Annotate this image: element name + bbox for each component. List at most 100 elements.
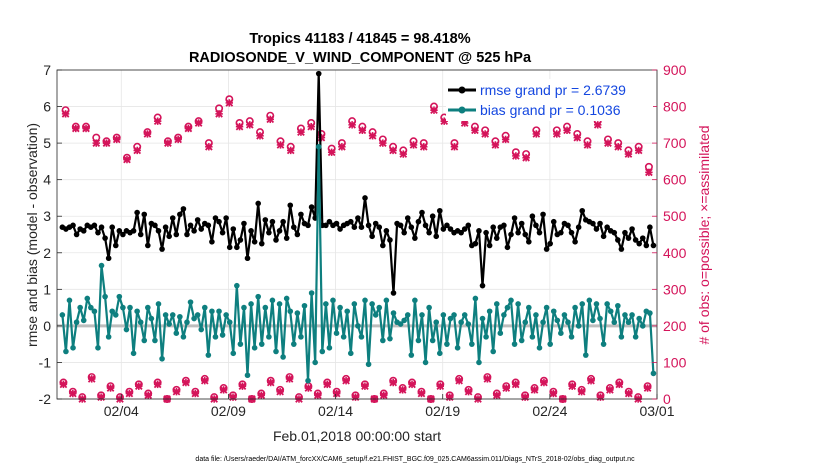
obs-assimilated-marker bbox=[643, 384, 652, 392]
bias-point bbox=[116, 293, 123, 300]
rmse-point bbox=[355, 215, 361, 221]
obs-assimilated-marker bbox=[502, 384, 511, 392]
obs-assimilated-marker bbox=[492, 391, 501, 400]
bias-point bbox=[590, 317, 596, 324]
obs-assimilated-marker bbox=[368, 131, 377, 140]
bias-point bbox=[493, 301, 500, 307]
bias-point bbox=[280, 354, 286, 360]
bias-point bbox=[362, 297, 368, 304]
obs-assimilated-marker bbox=[112, 135, 121, 144]
rmse-point bbox=[639, 235, 646, 241]
rmse-point bbox=[337, 226, 343, 232]
obs-assimilated-marker bbox=[587, 376, 595, 385]
obs-assimilated-marker bbox=[276, 387, 284, 396]
obs-assimilated-marker bbox=[573, 133, 582, 142]
rmse-point bbox=[465, 222, 472, 229]
bias-point bbox=[301, 302, 308, 309]
bias-point bbox=[141, 337, 148, 344]
rmse-point bbox=[134, 209, 140, 216]
rmse-point bbox=[219, 229, 226, 236]
bias-point bbox=[148, 315, 155, 322]
obs-assimilated-marker bbox=[317, 133, 326, 142]
obs-assimilated-marker bbox=[351, 393, 360, 402]
rmse-point bbox=[518, 220, 525, 227]
bias-point bbox=[387, 335, 393, 342]
obs-assimilated-marker bbox=[153, 117, 162, 126]
obs-assimilated-marker bbox=[59, 380, 68, 389]
obs-assimilated-marker bbox=[408, 380, 416, 389]
rmse-point bbox=[130, 228, 137, 234]
rmse-point bbox=[237, 237, 244, 243]
obs-assimilated-marker bbox=[530, 386, 539, 394]
rmse-point bbox=[315, 70, 322, 77]
bias-point bbox=[469, 341, 475, 347]
rmse-point bbox=[287, 202, 294, 209]
obs-assimilated-marker bbox=[313, 391, 322, 400]
rmse-point bbox=[269, 218, 276, 225]
rmse-point bbox=[305, 222, 311, 229]
obs-assimilated-marker bbox=[464, 387, 473, 396]
rmse-point bbox=[223, 215, 229, 221]
rmse-point bbox=[145, 242, 151, 249]
rmse-point bbox=[401, 229, 407, 236]
bias-point bbox=[134, 308, 140, 315]
obs-assimilated-marker bbox=[389, 378, 398, 387]
rmse-point bbox=[198, 226, 205, 232]
bias-point bbox=[550, 308, 557, 315]
bias-point bbox=[137, 319, 144, 326]
obs-assimilated-marker bbox=[184, 124, 193, 133]
y-tick-label-left: 2 bbox=[43, 245, 51, 261]
bias-point bbox=[237, 341, 244, 347]
obs-assimilated-marker bbox=[172, 387, 181, 396]
bias-point bbox=[266, 334, 272, 340]
rmse-point bbox=[540, 211, 546, 218]
obs-assimilated-marker bbox=[604, 139, 612, 147]
bias-point bbox=[223, 312, 229, 318]
obs-assimilated-marker bbox=[624, 389, 633, 398]
rmse-point bbox=[422, 222, 429, 229]
rmse-point bbox=[536, 229, 543, 236]
rmse-point bbox=[408, 224, 415, 230]
y-tick-label-right: 900 bbox=[663, 62, 687, 78]
bias-point bbox=[390, 310, 397, 316]
rmse-point bbox=[308, 204, 315, 210]
rmse-point bbox=[543, 246, 550, 252]
bias-point bbox=[526, 304, 532, 311]
y-tick-label-left: 5 bbox=[43, 135, 51, 151]
rmse-point bbox=[137, 231, 144, 238]
obs-assimilated-marker bbox=[194, 119, 203, 127]
rmse-point bbox=[600, 233, 607, 240]
rmse-point bbox=[91, 222, 98, 229]
obs-assimilated-marker bbox=[501, 135, 510, 144]
rmse-point bbox=[323, 222, 329, 229]
bias-point bbox=[184, 319, 190, 326]
bias-point bbox=[251, 345, 258, 351]
bias-point bbox=[540, 319, 546, 326]
rmse-point bbox=[568, 229, 575, 236]
rmse-point bbox=[615, 237, 621, 243]
bias-point bbox=[429, 337, 436, 344]
bias-point bbox=[412, 297, 418, 304]
bias-point bbox=[194, 312, 201, 318]
rmse-point bbox=[291, 224, 297, 230]
bias-point bbox=[465, 321, 472, 327]
plot-frame bbox=[56, 69, 658, 400]
obs-count-markers bbox=[59, 95, 653, 403]
rmse-point bbox=[433, 233, 440, 240]
bias-point bbox=[611, 319, 618, 326]
bias-point bbox=[191, 315, 197, 322]
rmse-point bbox=[98, 224, 105, 230]
legend-bias-label: bias grand pr = 0.1036 bbox=[480, 102, 621, 118]
bias-point bbox=[308, 290, 315, 296]
obs-assimilated-marker bbox=[69, 389, 77, 398]
obs-assimilated-marker bbox=[182, 378, 190, 387]
bias-point bbox=[401, 317, 407, 324]
bias-point bbox=[291, 341, 297, 347]
rmse-point bbox=[180, 206, 187, 212]
bias-point bbox=[77, 304, 83, 311]
bias-point bbox=[444, 341, 450, 347]
obs-assimilated-marker bbox=[481, 130, 490, 138]
obs-assimilated-marker bbox=[563, 126, 571, 135]
legend-rmse-marker bbox=[458, 86, 466, 94]
series-lines bbox=[59, 70, 657, 384]
